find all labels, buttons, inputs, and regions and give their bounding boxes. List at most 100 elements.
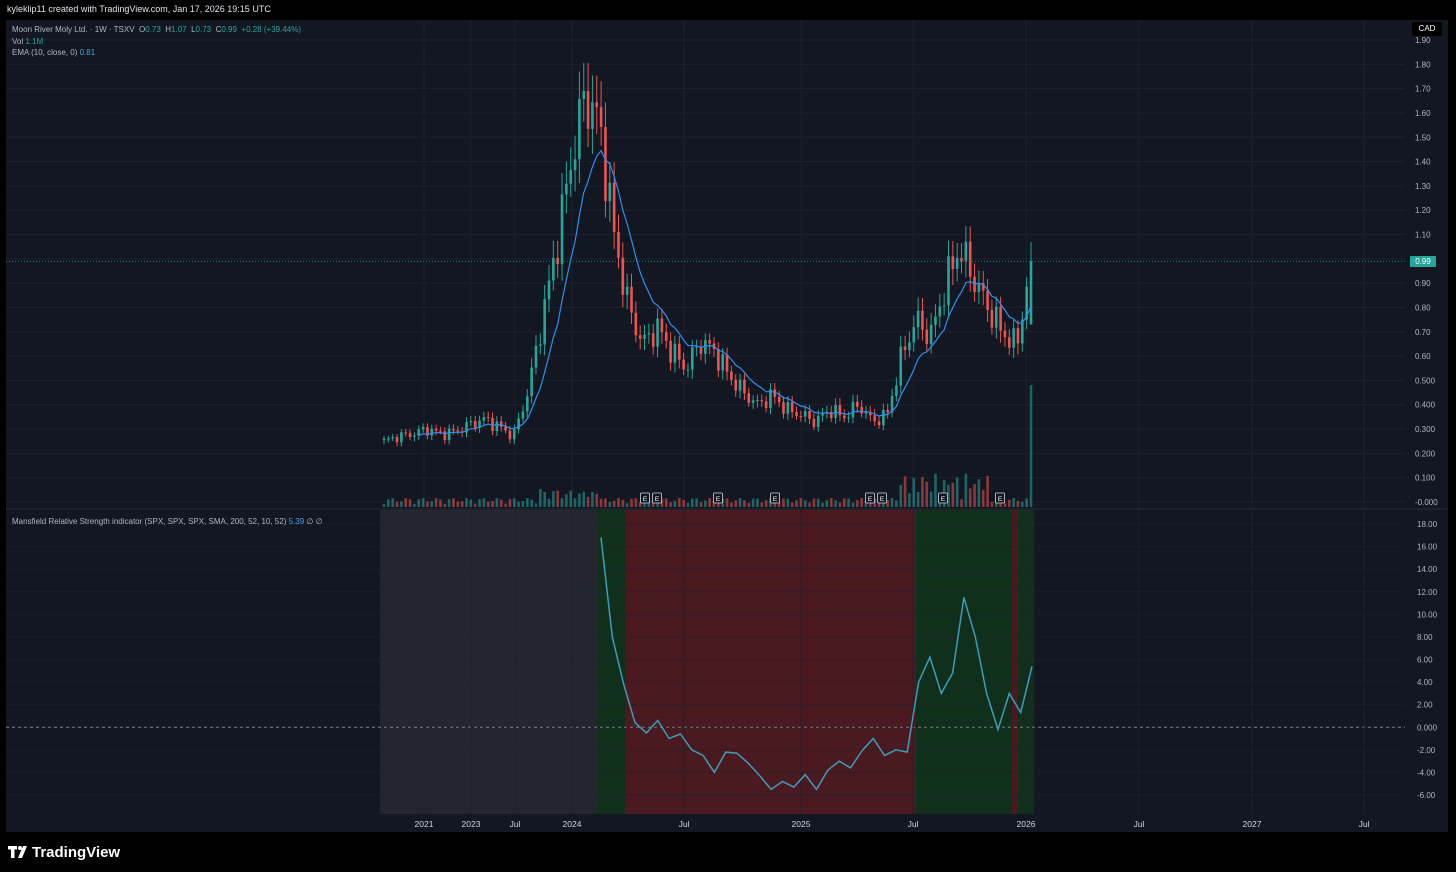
volume-bar — [517, 501, 520, 507]
candle-body — [421, 427, 425, 430]
symbol-label[interactable]: Moon River Moly Ltd. · 1W · TSXV — [12, 25, 135, 34]
candle-body — [413, 435, 416, 437]
volume-label: Vol — [12, 37, 24, 46]
volume-bar — [391, 498, 394, 507]
candle-body — [847, 417, 850, 419]
chart-canvas[interactable]: 1.901.801.701.601.501.401.301.201.101.00… — [0, 0, 1456, 832]
candle-body — [434, 428, 438, 431]
earnings-marker-box — [877, 492, 887, 504]
volume-bar — [573, 498, 577, 507]
price-axis-tick: 1.50 — [1415, 133, 1431, 142]
volume-bar — [682, 499, 685, 507]
rs-axis-tick: 18.00 — [1417, 520, 1438, 529]
volume-bar — [556, 490, 559, 507]
volume-bar — [534, 503, 538, 507]
candle-body — [486, 417, 490, 419]
candle-body — [786, 402, 790, 414]
candle-body — [543, 299, 546, 345]
indicator-legend[interactable]: Mansfield Relative Strength indicator (S… — [12, 517, 323, 526]
candle-body — [747, 393, 751, 403]
volume-bar — [512, 498, 516, 507]
earnings-marker-label: E — [773, 496, 778, 503]
ema-legend[interactable]: EMA (10, close, 0) 0.81 — [12, 48, 95, 57]
volume-bar — [617, 498, 620, 507]
volume-bar — [586, 496, 590, 507]
volume-bar — [925, 481, 929, 507]
candle-body — [1025, 286, 1028, 320]
earnings-marker-box — [640, 492, 650, 504]
candle-body — [473, 421, 477, 428]
close-value: 0.99 — [221, 25, 237, 34]
candle-body — [447, 428, 451, 441]
volume-bar — [947, 484, 950, 507]
volume-bar — [595, 493, 599, 507]
candle-body — [426, 427, 429, 436]
candle-body — [686, 369, 690, 371]
volume-bar — [495, 498, 499, 507]
candle-body — [951, 256, 955, 270]
candle-body — [382, 438, 386, 441]
volume-bar — [908, 493, 911, 507]
earnings-marker-box — [938, 492, 948, 504]
volume-bar — [704, 500, 707, 507]
candle-body — [586, 90, 590, 129]
candle-body — [599, 107, 603, 128]
volume-bar — [782, 498, 785, 507]
candle-body — [499, 421, 503, 427]
candle-body — [973, 276, 976, 293]
rs-axis-tick: 8.00 — [1417, 633, 1433, 642]
volume-bar — [530, 499, 533, 507]
candle-body — [634, 312, 638, 336]
volume-bar — [612, 500, 616, 507]
rs-zone — [380, 510, 598, 814]
candle-body — [856, 401, 859, 407]
volume-bar — [990, 502, 994, 507]
candle-body — [517, 418, 520, 430]
high-label: H — [165, 25, 172, 34]
low-label: L — [191, 25, 196, 34]
rs-axis-tick: 0.000 — [1417, 723, 1438, 732]
candle-body — [756, 399, 759, 401]
candle-body — [968, 241, 972, 277]
candle-body — [977, 283, 981, 293]
time-axis-tick: 2024 — [563, 819, 582, 829]
candle-body — [569, 170, 573, 184]
volume-bar — [634, 498, 638, 507]
candle-body — [812, 418, 816, 427]
volume-bar — [521, 500, 525, 507]
volume-bar — [968, 488, 972, 507]
candle-body — [921, 310, 924, 330]
time-axis-tick: Jul — [510, 819, 521, 829]
candle-body — [899, 346, 903, 386]
volume-bar — [443, 503, 447, 507]
open-value: 0.73 — [145, 25, 161, 34]
candle-body — [760, 399, 764, 402]
rs-zone — [916, 510, 1012, 814]
tradingview-logo-icon — [8, 846, 27, 858]
volume-bar — [825, 500, 829, 507]
candle-body — [482, 417, 486, 421]
candle-body — [604, 127, 607, 202]
volume-bar — [417, 499, 421, 507]
candle-body — [734, 379, 738, 391]
footer-brand[interactable]: TradingView — [32, 844, 121, 861]
volume-bar — [747, 502, 751, 507]
rs-axis-tick: -6.00 — [1417, 791, 1436, 800]
candle-body — [769, 389, 772, 408]
volume-bar — [808, 502, 811, 507]
currency-button[interactable]: CAD — [1412, 22, 1442, 36]
volume-bar — [430, 501, 434, 507]
candle-body — [456, 430, 460, 432]
volume-bar — [821, 502, 824, 507]
time-axis-tick: 2021 — [415, 819, 434, 829]
candle-body — [400, 432, 403, 443]
time-axis-tick: 2023 — [462, 819, 481, 829]
volume-bar — [400, 501, 403, 507]
candle-body — [1003, 330, 1007, 338]
credit-text: kyleklip11 created with TradingView.com,… — [7, 4, 271, 14]
candle-body — [617, 231, 620, 258]
volume-bar — [964, 473, 968, 507]
volume-bar — [916, 492, 920, 507]
volume-bar — [903, 476, 907, 507]
volume-legend[interactable]: Vol 1.1M — [12, 37, 43, 46]
